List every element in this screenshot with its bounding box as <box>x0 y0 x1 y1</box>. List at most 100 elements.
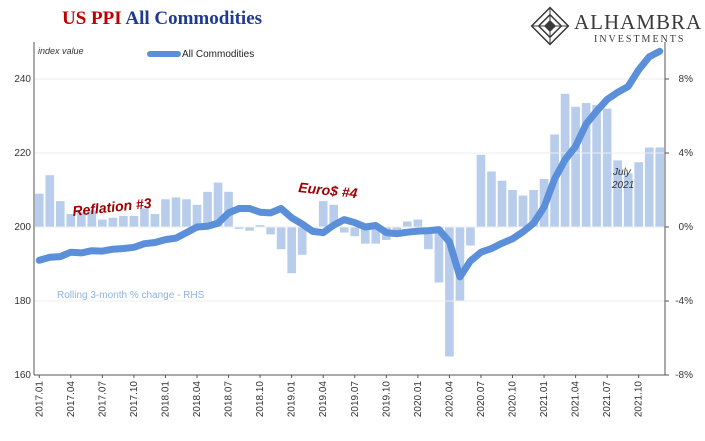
rhs-bar <box>108 217 118 227</box>
annotation-july: July <box>612 167 632 178</box>
rhs-bar <box>360 227 370 244</box>
rhs-bar <box>129 215 139 227</box>
x-tick-label: 2019.07 <box>350 381 361 418</box>
rhs-bar <box>287 227 296 274</box>
rhs-bar <box>476 154 486 227</box>
rhs-bar <box>234 227 244 229</box>
left-axis-unit-label: index value <box>38 46 84 56</box>
rhs-bar <box>392 227 402 233</box>
x-tick-label: 2021.04 <box>571 381 582 418</box>
x-tick-label: 2019.04 <box>318 381 329 418</box>
rhs-bar <box>150 214 160 227</box>
left-tick-label: 220 <box>14 148 31 159</box>
x-tick-label: 2018.07 <box>224 381 235 418</box>
x-tick-label: 2018.10 <box>255 381 266 418</box>
left-tick-label: 180 <box>14 296 31 307</box>
rhs-bar <box>245 227 254 231</box>
rhs-bar <box>161 199 170 227</box>
rhs-bar <box>445 227 454 357</box>
rhs-bar <box>34 193 44 227</box>
rhs-bar <box>119 215 128 227</box>
right-tick-label: 4% <box>679 148 694 159</box>
rhs-bar <box>66 214 76 227</box>
left-tick-label: 240 <box>14 74 31 85</box>
rhs-bar <box>371 227 381 244</box>
rhs-bar <box>529 190 538 227</box>
chart-title: US PPI All Commodities <box>62 8 262 30</box>
rhs-bar <box>87 210 97 227</box>
rhs-bar <box>581 103 591 227</box>
x-tick-label: 2021.10 <box>634 381 645 418</box>
rhs-bar <box>55 201 65 227</box>
rhs-bar <box>255 225 265 227</box>
rhs-bar <box>455 227 465 301</box>
rhs-bar <box>192 204 202 227</box>
x-tick-label: 2020.01 <box>413 381 424 418</box>
rhs-bar <box>213 182 223 227</box>
right-tick-label: 8% <box>679 74 694 85</box>
annotation-eurodollar: Euro$ #4 <box>298 179 359 201</box>
brand-name: ALHAMBRA <box>574 10 703 34</box>
rhs-bar <box>655 147 665 227</box>
rhs-bar <box>329 204 339 227</box>
alhambra-emblem-icon <box>530 6 570 46</box>
rhs-bar <box>413 219 423 227</box>
rhs-bar <box>140 208 149 227</box>
rhs-bar <box>613 160 622 227</box>
rhs-bar <box>350 227 360 237</box>
x-tick-label: 2021.07 <box>602 381 613 418</box>
rhs-bar <box>644 147 654 227</box>
rhs-bar <box>434 227 444 283</box>
rhs-bar <box>182 199 191 227</box>
rhs-bar <box>98 219 107 227</box>
rhs-bar <box>171 197 181 227</box>
rhs-bar <box>276 227 286 250</box>
x-tick-label: 2018.01 <box>160 381 171 418</box>
right-tick-label: -8% <box>675 370 693 381</box>
annotation-rhs-series: Rolling 3-month % change - RHS <box>57 290 205 301</box>
x-tick-label: 2020.04 <box>444 381 455 418</box>
right-tick-label: -4% <box>675 296 693 307</box>
rhs-bar <box>266 227 275 235</box>
chart-axes: 160 180 200 220 240 -8% -4% 0% 4% 8% 2017.01 2017.0… <box>14 42 693 417</box>
rhs-bar <box>403 221 412 227</box>
left-tick-label: 200 <box>14 222 31 233</box>
rhs-bar <box>203 191 212 227</box>
x-tick-label: 2021.01 <box>539 381 550 418</box>
rhs-bar <box>77 212 86 227</box>
chart-title-part1: US PPI <box>62 8 122 29</box>
rhs-bar <box>602 108 612 227</box>
annotation-2021: 2021 <box>611 180 634 191</box>
x-tick-label: 2017.01 <box>34 381 45 418</box>
rhs-bar <box>424 227 433 250</box>
rhs-bar <box>623 173 633 227</box>
rhs-bar <box>297 227 307 255</box>
index-line-series <box>35 47 664 281</box>
x-tick-label: 2019.10 <box>381 381 392 418</box>
left-tick-label: 160 <box>14 370 31 381</box>
x-tick-label: 2020.07 <box>476 381 487 418</box>
chart-title-part2: All Commodities <box>125 8 263 29</box>
rhs-bar <box>339 227 349 233</box>
x-tick-label: 2017.04 <box>66 381 77 418</box>
rhs-bar <box>466 227 475 246</box>
rhs-bar <box>592 104 601 227</box>
legend-label: All Commodities <box>182 49 254 60</box>
rhs-bar <box>634 162 644 227</box>
x-tick-label: 2017.07 <box>97 381 108 418</box>
rhs-bar <box>487 171 496 227</box>
rhs-bar <box>318 201 328 227</box>
rhs-bar <box>508 190 517 227</box>
rhs-bar <box>518 195 528 227</box>
x-tick-label: 2019.01 <box>287 381 298 418</box>
index-line <box>35 47 664 281</box>
rhs-bar-series <box>34 93 665 357</box>
right-tick-label: 0% <box>679 222 694 233</box>
brand-logo: ALHAMBRA INVESTMENTS <box>530 6 703 46</box>
x-tick-label: 2017.10 <box>129 381 140 418</box>
rhs-bar <box>571 106 580 227</box>
x-tick-label: 2018.04 <box>192 381 203 418</box>
legend: All Commodities <box>147 49 254 60</box>
brand-subtitle: INVESTMENTS <box>594 34 686 45</box>
